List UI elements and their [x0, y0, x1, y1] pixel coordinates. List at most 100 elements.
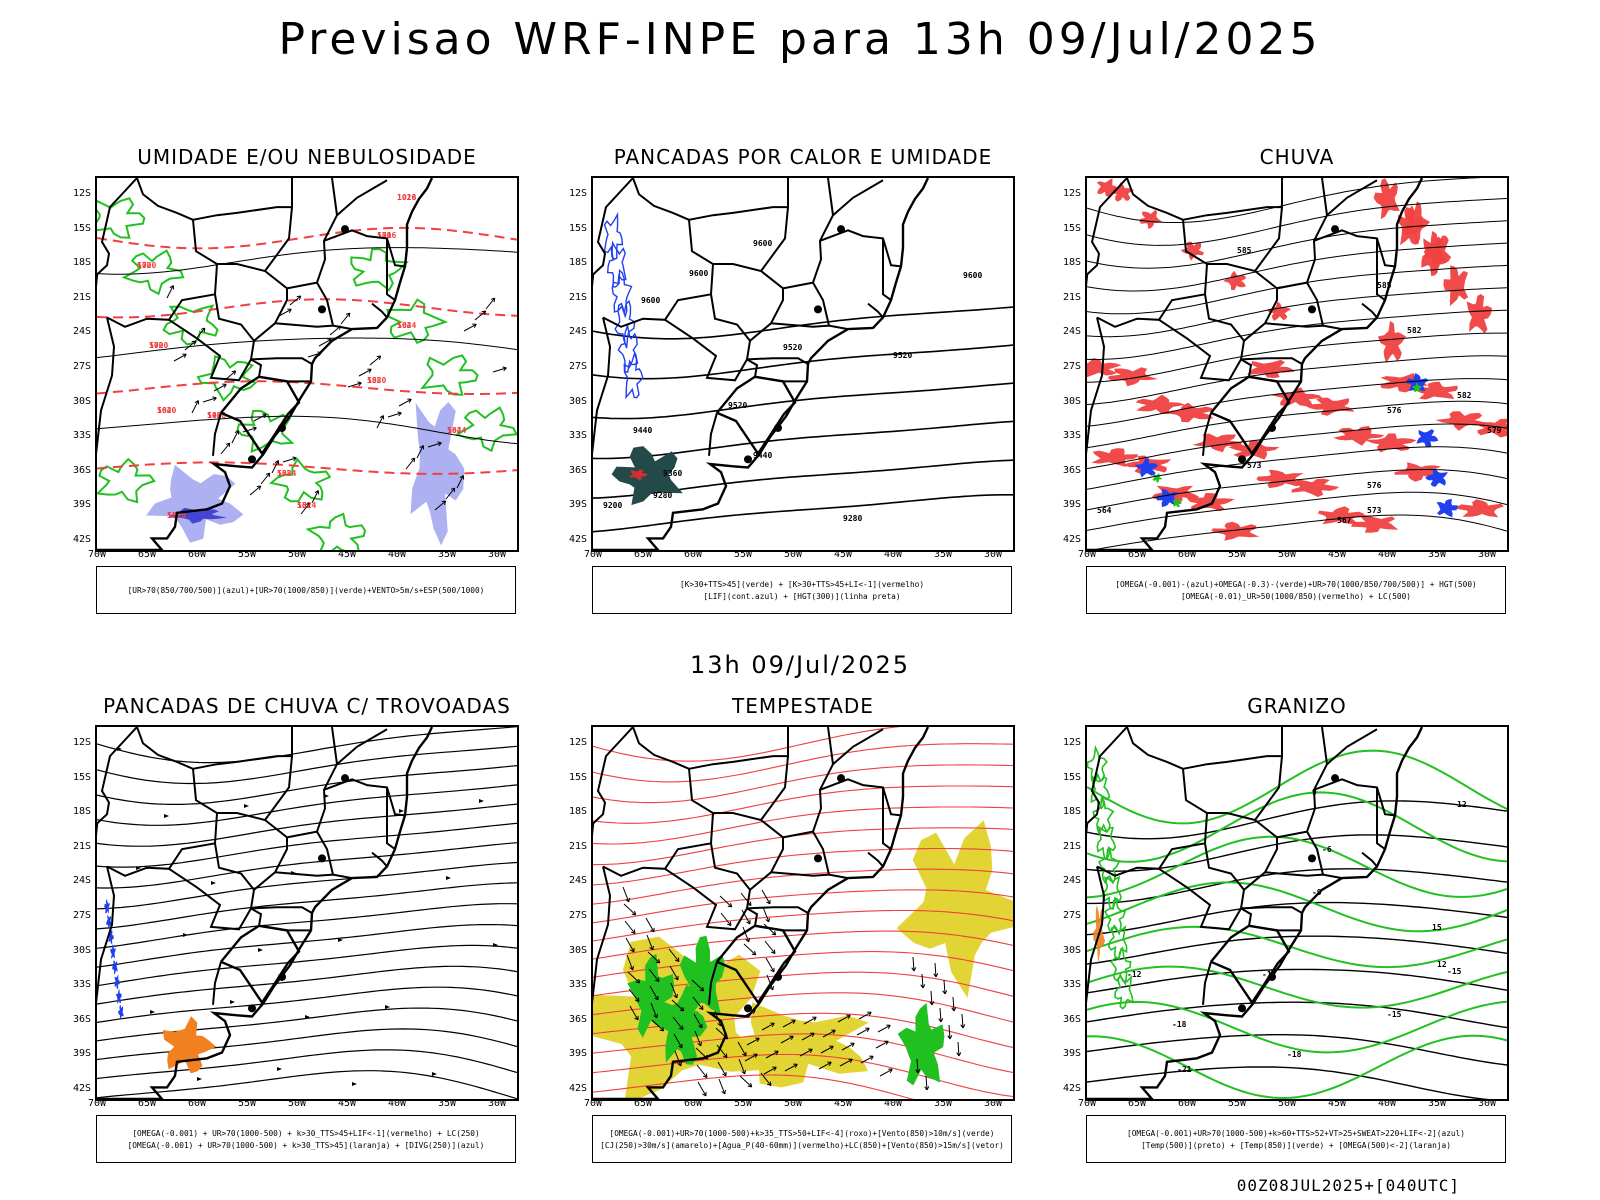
- rain-fill: [1246, 359, 1295, 378]
- contour-label: 9600: [753, 239, 772, 248]
- latitude-label: 12S: [568, 737, 587, 748]
- wind-vector: [771, 949, 776, 955]
- legend-line: [UR>70(850/700/500)](azul)+[UR>70(1000/8…: [127, 585, 485, 595]
- wind-vector: [675, 957, 680, 963]
- streamline: [97, 765, 517, 805]
- political-border: [250, 358, 263, 377]
- political-border: [97, 178, 138, 276]
- map-canvas: [593, 727, 1013, 1099]
- stream-arrowhead: [352, 1082, 357, 1086]
- streamline: [97, 727, 517, 764]
- omega-fill: [1416, 429, 1439, 447]
- political-border: [782, 178, 835, 290]
- longitude-label: 70W: [87, 1098, 107, 1109]
- green-contour: [196, 354, 258, 402]
- stream-arrowhead: [305, 1015, 310, 1019]
- stream-arrowhead: [136, 866, 141, 870]
- contour-label: 573: [1367, 506, 1382, 515]
- green-contour: [236, 409, 295, 453]
- political-border: [97, 866, 116, 1004]
- latitude-label: 15S: [568, 222, 587, 234]
- latitude-label: 30S: [568, 395, 587, 407]
- lake-marker: [1238, 1004, 1246, 1013]
- longitude-label: 65W: [633, 1098, 653, 1109]
- latitude-label: 42S: [72, 534, 91, 545]
- wind-vector: [848, 1058, 853, 1063]
- wind-vector: [697, 1081, 707, 1097]
- wind-vector: [649, 985, 659, 1001]
- wind-vector: [340, 312, 351, 325]
- temp500-contour: [1087, 968, 1507, 994]
- longitude-label: 45W: [337, 1098, 357, 1109]
- wind-vector: [793, 1063, 798, 1068]
- legend-umidade: [UR>70(850/700/500)](azul)+[UR>70(1000/8…: [96, 566, 516, 614]
- wind-vector: [282, 457, 297, 463]
- wind-vector: [305, 502, 311, 508]
- longitude-label: 35W: [933, 1098, 953, 1109]
- wind-vector: [260, 472, 271, 485]
- wind-vector: [888, 1068, 893, 1073]
- temp850-contour: [1087, 965, 1507, 1009]
- wind-vector: [925, 1075, 928, 1091]
- wind-vector: [626, 954, 634, 971]
- red-streamline: [593, 764, 1013, 804]
- latitude-label: 24S: [72, 875, 91, 887]
- longitude-label: 50W: [783, 1098, 803, 1109]
- rain-fill: [1435, 411, 1487, 431]
- streamline: [97, 1049, 517, 1080]
- stream-arrowhead: [230, 1000, 235, 1004]
- political-border: [371, 851, 388, 868]
- wind-vector: [934, 962, 937, 978]
- political-border: [760, 756, 789, 821]
- wind-vector: [635, 978, 641, 984]
- wind-vector: [274, 460, 280, 465]
- omega-fill: [1134, 458, 1159, 478]
- rain-fill: [1373, 178, 1400, 220]
- wind-vector: [930, 990, 933, 1006]
- wind-vector: [271, 460, 279, 474]
- legend-line: [OMEGA(-0.01)_UR>50(1000/850)(vermelho) …: [1180, 591, 1411, 601]
- political-border: [1158, 843, 1246, 931]
- wind-vector: [456, 475, 464, 489]
- lif-contour: [617, 323, 639, 374]
- political-border: [1087, 178, 1128, 276]
- wind-vector: [740, 892, 752, 906]
- latitude-label: 27S: [72, 910, 91, 921]
- contour-label: 15: [1432, 923, 1442, 932]
- wind-vector: [766, 974, 774, 991]
- wind-vector: [765, 1050, 779, 1059]
- wind-vector: [812, 1016, 817, 1021]
- streamline: [1087, 423, 1507, 469]
- latitude-label: 36S: [568, 464, 587, 476]
- latitude-label: 36S: [72, 464, 91, 476]
- divergence-fill: [117, 1004, 124, 1021]
- wind-vector: [938, 1018, 944, 1023]
- longitude-label: 30W: [487, 549, 507, 560]
- wind-vector: [763, 1066, 777, 1075]
- wind-vector: [234, 430, 240, 435]
- stream-arrowhead: [211, 881, 216, 885]
- wind-vector: [441, 500, 447, 505]
- political-border: [1087, 866, 1106, 1004]
- latitude-label: 12S: [72, 188, 91, 199]
- wind-vector: [450, 487, 456, 493]
- political-border: [1202, 961, 1212, 1005]
- political-border: [746, 907, 759, 926]
- wind-vector: [747, 1082, 753, 1088]
- wind-vector: [916, 1058, 919, 1074]
- wind-vector: [622, 886, 630, 903]
- temp500-contour: [1087, 1001, 1507, 1029]
- panel-title: CHUVA: [1259, 145, 1335, 169]
- latitude-label: 42S: [1062, 1083, 1081, 1094]
- wind-vector: [379, 415, 385, 420]
- panel-title: PANCADAS DE CHUVA C/ TROVOADAS: [103, 694, 511, 718]
- political-border: [664, 843, 752, 931]
- red-streamline: [593, 1074, 914, 1099]
- wind-vector: [445, 487, 456, 500]
- contour-label: 1028: [207, 411, 226, 420]
- contour-label: -6: [1322, 845, 1332, 854]
- wind-vector: [721, 1089, 726, 1095]
- rain-fill: [1466, 294, 1492, 334]
- latitude-label: 39S: [72, 499, 91, 511]
- stream-arrowhead: [493, 943, 498, 947]
